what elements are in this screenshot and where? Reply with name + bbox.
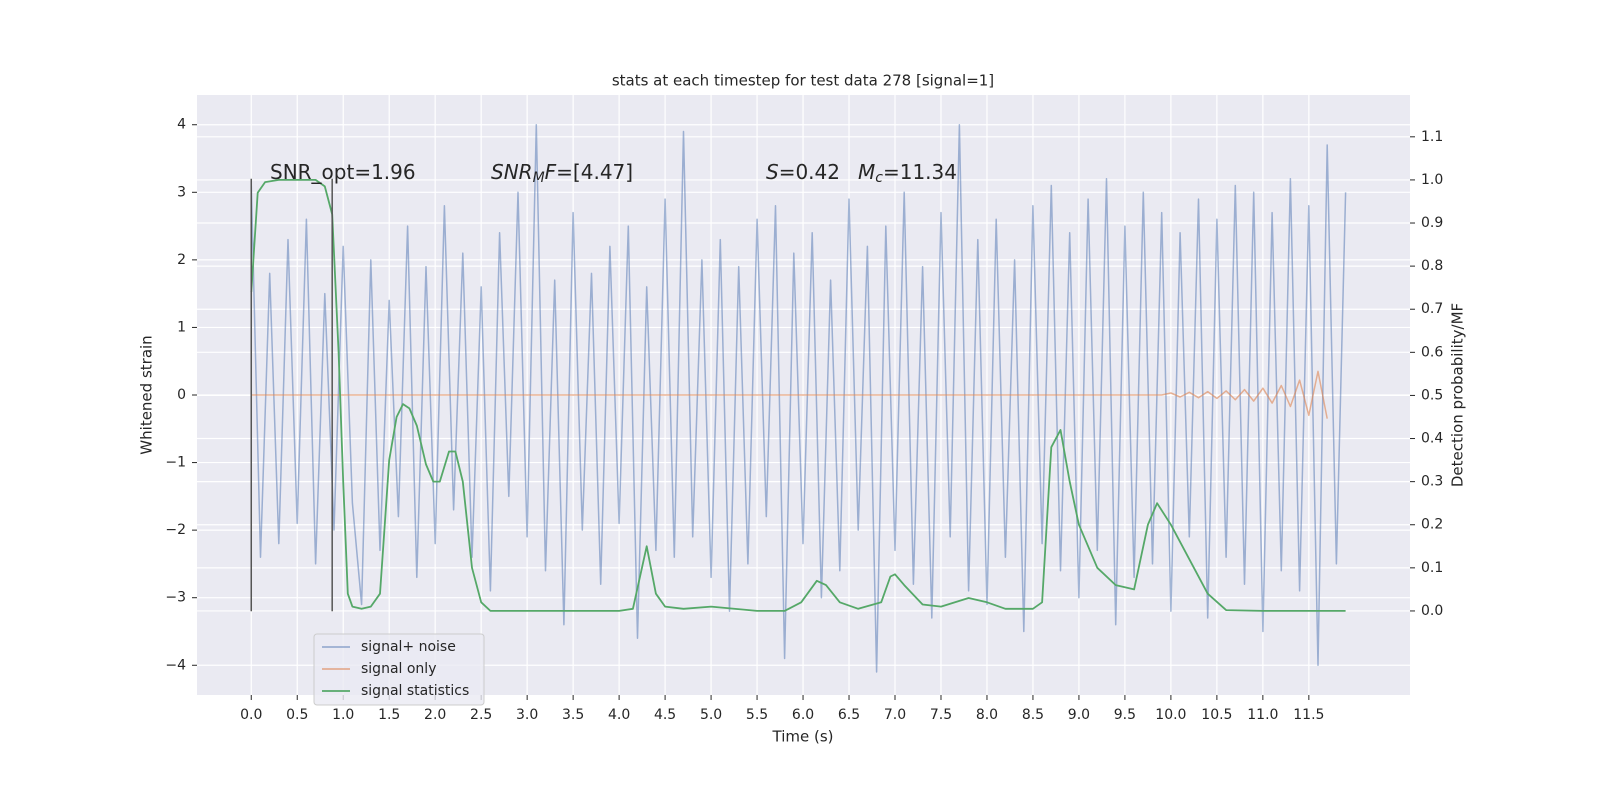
legend-label: signal only	[361, 661, 436, 677]
annotation-part: =11.34	[883, 160, 957, 184]
chart-title: stats at each timestep for test data 278…	[612, 72, 994, 90]
legend-box	[313, 633, 485, 706]
x-tick-label: 1.0	[332, 707, 354, 723]
x-tick-label: 8.0	[976, 707, 998, 723]
x-tick-label: 2.0	[424, 707, 446, 723]
y2-tick-label: 0.6	[1421, 344, 1443, 360]
y-tick-label: −1	[165, 455, 186, 471]
y2-axis-label: Detection probability/MF	[1449, 303, 1467, 487]
y2-tick-label: 1.0	[1421, 172, 1443, 188]
y2-tick-label: 0.0	[1421, 603, 1443, 619]
x-tick-label: 11.5	[1293, 707, 1324, 723]
y-tick-label: −3	[165, 590, 186, 606]
y2-tick-label: 0.8	[1421, 258, 1443, 274]
x-axis-label: Time (s)	[772, 728, 834, 746]
annotation-part: M	[533, 170, 545, 186]
annotation: SNR_opt=1.96	[270, 160, 416, 184]
x-tick-label: 9.5	[1114, 707, 1136, 723]
y-tick-label: −2	[165, 522, 186, 538]
x-tick-label: 4.5	[654, 707, 676, 723]
x-tick-label: 3.0	[516, 707, 538, 723]
marks	[250, 123, 1347, 673]
y2-tick-label: 0.3	[1421, 474, 1443, 490]
x-tick-label: 0.0	[240, 707, 262, 723]
annotation-part: SNR_opt=1.96	[270, 160, 416, 184]
x-tick-label: 8.5	[1022, 707, 1044, 723]
x-tick-label: 10.5	[1201, 707, 1232, 723]
series-line	[250, 123, 1347, 673]
annotation: SNRMF=[4.47]	[491, 160, 633, 187]
y2-tick-label: 1.1	[1421, 129, 1443, 145]
x-tick-label: 2.5	[470, 707, 492, 723]
y-tick-label: 1	[177, 319, 186, 335]
annotation-part: M	[858, 160, 875, 184]
annotation-part: S	[766, 160, 779, 184]
x-tick-label: 11.0	[1247, 707, 1278, 723]
x-tick-label: 1.5	[378, 707, 400, 723]
annotation-part: F	[545, 160, 557, 184]
series-line	[250, 179, 1346, 612]
x-tick-label: 6.0	[792, 707, 814, 723]
y2-tick-label: 0.7	[1421, 301, 1443, 317]
y2-tick-label: 0.2	[1421, 517, 1443, 533]
y-tick-label: 4	[177, 117, 186, 133]
x-tick-label: 7.0	[884, 707, 906, 723]
y-tick-label: 3	[177, 184, 186, 200]
y2-tick-label: 0.5	[1421, 387, 1443, 403]
annotation: Mc=11.34	[858, 160, 957, 187]
x-tick-label: 0.5	[286, 707, 308, 723]
annotation-part: =0.42	[779, 160, 840, 184]
x-tick-label: 5.5	[746, 707, 768, 723]
legend-label: signal statistics	[361, 683, 469, 699]
y-tick-label: −4	[165, 657, 186, 673]
x-tick-label: 10.0	[1155, 707, 1186, 723]
x-tick-label: 6.5	[838, 707, 860, 723]
y-axis-label: Whitened strain	[138, 335, 156, 454]
legend-label: signal+ noise	[361, 639, 456, 655]
y-tick-label: 0	[177, 387, 186, 403]
y2-tick-label: 0.1	[1421, 560, 1443, 576]
y-tick-label: 2	[177, 252, 186, 268]
y2-tick-label: 0.4	[1421, 431, 1443, 447]
annotation-part: c	[875, 170, 883, 186]
x-tick-label: 3.5	[562, 707, 584, 723]
x-tick-label: 5.0	[700, 707, 722, 723]
x-tick-label: 4.0	[608, 707, 630, 723]
annotation: S=0.42	[766, 160, 840, 184]
x-tick-label: 7.5	[930, 707, 952, 723]
y2-tick-label: 0.9	[1421, 215, 1443, 231]
series-line	[251, 370, 1328, 419]
annotation-part: =[4.47]	[556, 160, 633, 184]
annotation-part: SNR	[491, 160, 533, 184]
x-tick-label: 9.0	[1068, 707, 1090, 723]
